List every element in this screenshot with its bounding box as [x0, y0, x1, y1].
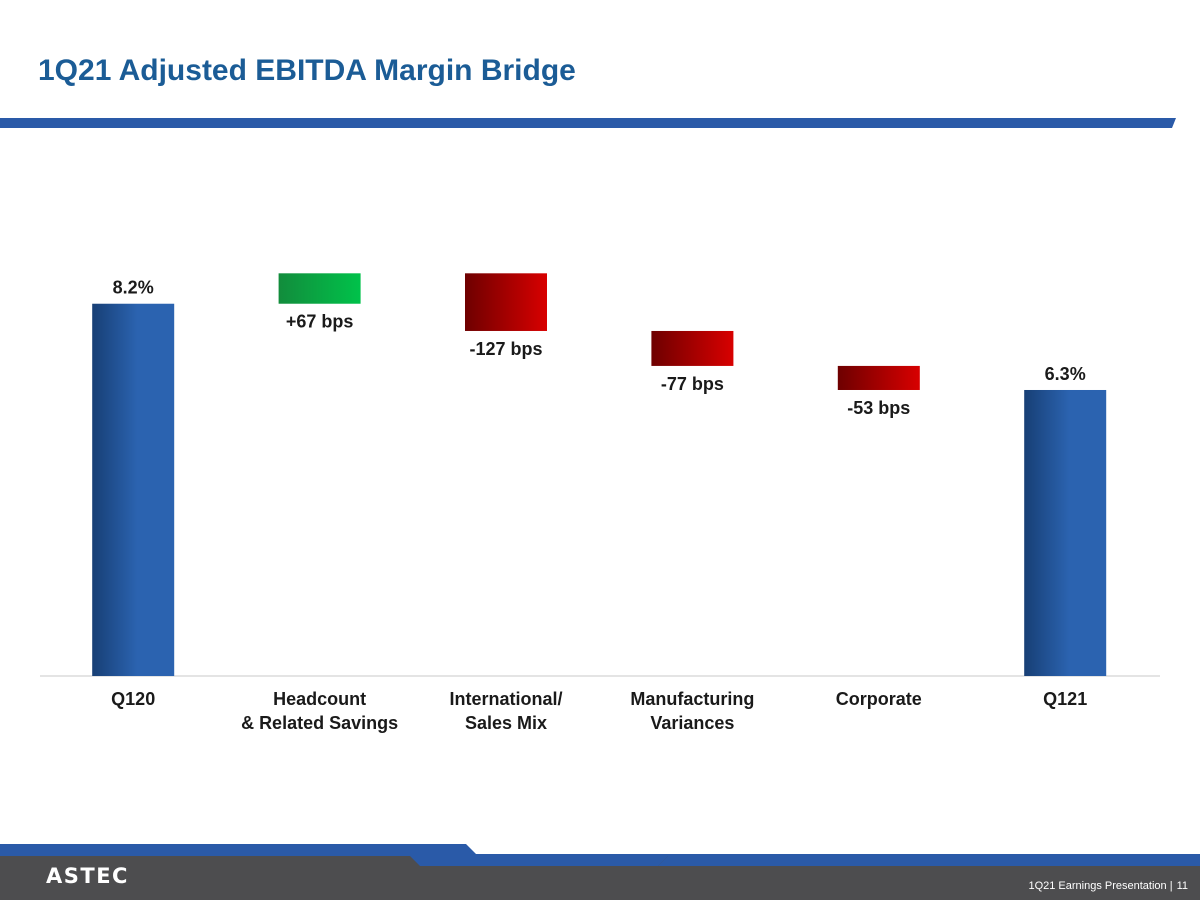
data-label-q120: 8.2%: [113, 278, 154, 298]
astec-logo: ASTEC: [46, 864, 129, 888]
category-label-international-sales-mix: International/Sales Mix: [449, 689, 562, 733]
bar-headcount-related-savings: [278, 273, 361, 304]
bar-q120: [92, 303, 175, 676]
data-label-manufacturing-variances: -77 bps: [661, 374, 724, 394]
category-label-line: Q121: [1043, 689, 1087, 709]
bar-corporate: [837, 365, 920, 390]
data-label-headcount-related-savings: +67 bps: [286, 312, 354, 332]
footer-label: 1Q21 Earnings Presentation |: [1028, 880, 1173, 892]
category-label-headcount-related-savings: Headcount & Related Savings: [241, 689, 398, 733]
category-label-line: Headcount: [273, 689, 366, 709]
category-label-manufacturing-variances: Manufacturing Variances: [630, 689, 754, 733]
page-number: 11: [1176, 880, 1188, 892]
footer-text: 1Q21 Earnings Presentation | 11: [1024, 880, 1188, 892]
title-rule: [0, 118, 1176, 128]
data-label-international-sales-mix: -127 bps: [469, 339, 542, 359]
category-label-line: Variances: [650, 713, 734, 733]
category-label-line: Q120: [111, 689, 155, 709]
bar-manufacturing-variances: [651, 330, 734, 366]
category-label-line: Manufacturing: [630, 689, 754, 709]
category-label-line: International/: [449, 689, 562, 709]
category-label-line: Corporate: [836, 689, 922, 709]
bar-international-sales-mix: [465, 273, 547, 331]
category-label-q120: Q120: [111, 689, 155, 709]
category-label-q121: Q121: [1043, 689, 1087, 709]
data-label-corporate: -53 bps: [847, 398, 910, 418]
category-label-line: & Related Savings: [241, 713, 398, 733]
category-label-corporate: Corporate: [836, 689, 922, 709]
slide-title: 1Q21 Adjusted EBITDA Margin Bridge: [38, 54, 576, 87]
category-label-line: Sales Mix: [465, 713, 547, 733]
bar-q121: [1024, 389, 1107, 676]
footer-bar: [0, 844, 1200, 900]
data-label-q121: 6.3%: [1045, 364, 1086, 384]
